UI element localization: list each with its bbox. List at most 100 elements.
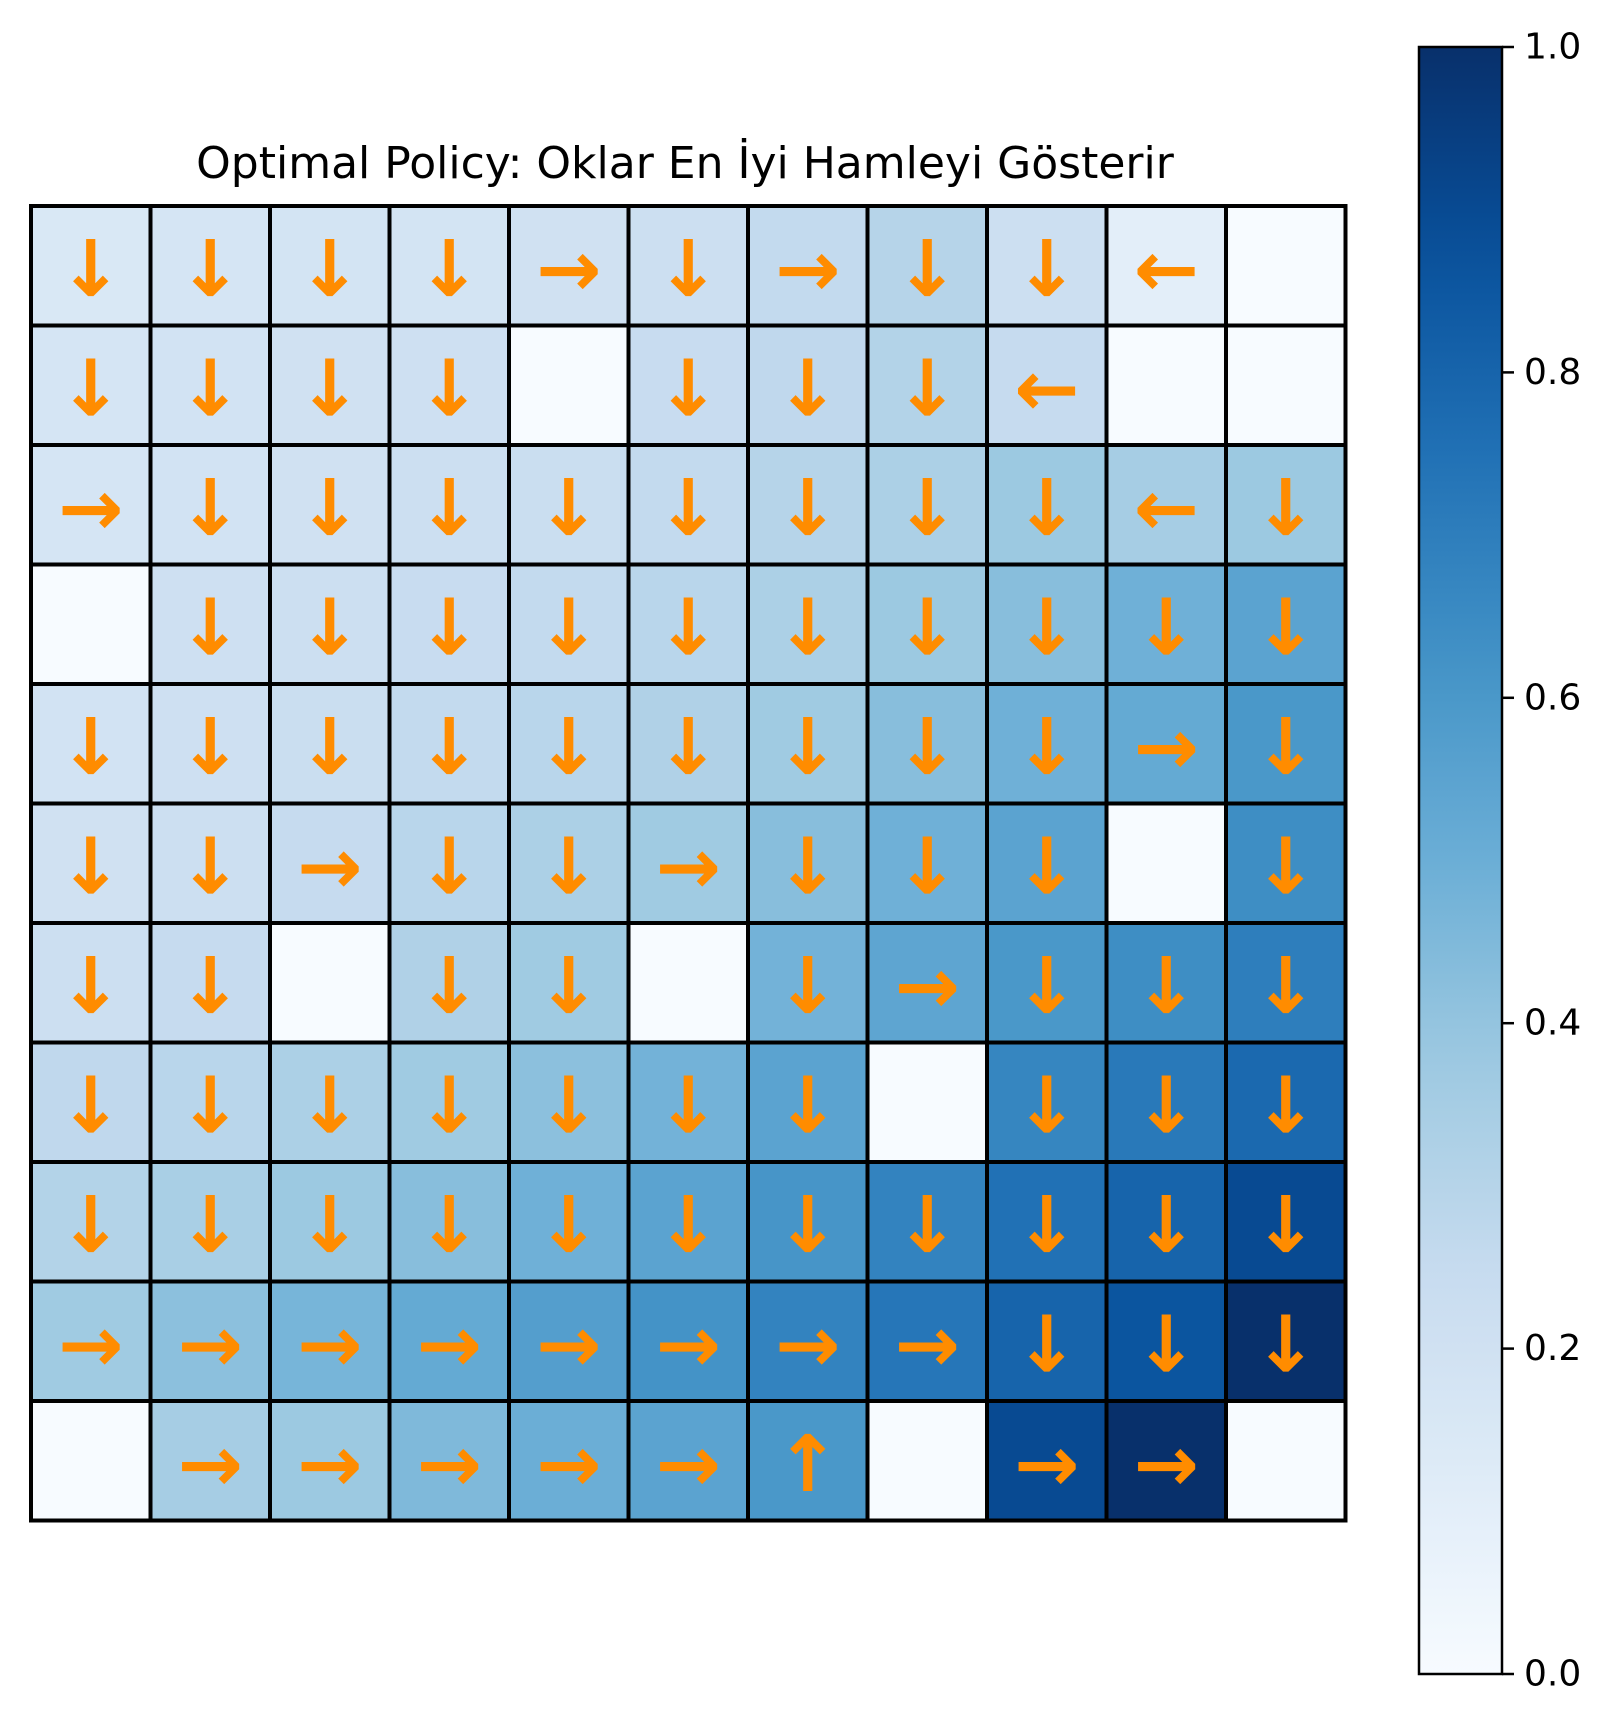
policy-arrow: → [58, 1300, 123, 1390]
policy-arrow: ↓ [417, 225, 482, 315]
policy-arrow: → [297, 822, 362, 912]
policy-arrow: → [1014, 1420, 1079, 1510]
heatmap-cell [985, 562, 1109, 686]
heatmap-cell [148, 1040, 272, 1164]
colorbar-tick-label: 0.6 [1524, 677, 1581, 718]
heatmap-cell [507, 1399, 631, 1523]
policy-arrow: ← [1014, 344, 1079, 434]
heatmap-cell [148, 921, 272, 1045]
heatmap-cell [29, 921, 153, 1045]
policy-arrow: ↓ [656, 1181, 721, 1271]
heatmap-cell [148, 1399, 272, 1523]
heatmap-cell [29, 204, 153, 328]
heatmap-cell [29, 682, 153, 806]
policy-arrow: ↓ [58, 344, 123, 434]
policy-arrow: → [297, 1300, 362, 1390]
heatmap-cell [1104, 682, 1228, 806]
policy-arrow: ↓ [656, 583, 721, 673]
colorbar-tick-label: 0.4 [1524, 1003, 1581, 1044]
heatmap-cell [1224, 1399, 1348, 1523]
heatmap-cell [1104, 801, 1228, 925]
policy-arrow: ↓ [775, 344, 840, 434]
colorbar: 0.0 0.2 0.4 0.6 0.8 1.0 [1417, 27, 1581, 1695]
policy-arrow: ↓ [417, 703, 482, 793]
policy-arrow: → [536, 225, 601, 315]
heatmap-cell [626, 323, 750, 447]
heatmap-cell [985, 682, 1109, 806]
policy-arrow: ↓ [178, 225, 243, 315]
policy-arrow: ↓ [58, 1061, 123, 1151]
policy-arrow: → [775, 225, 840, 315]
heatmap-cell [1224, 323, 1348, 447]
heatmap-cell [865, 323, 989, 447]
heatmap-cell [1224, 801, 1348, 925]
policy-arrow: ↓ [1134, 1181, 1199, 1271]
heatmap-cell [865, 1160, 989, 1284]
policy-arrow: ↓ [536, 703, 601, 793]
heatmap-cell [268, 1279, 392, 1403]
policy-arrow: ↓ [775, 1181, 840, 1271]
policy-arrow: ↓ [1014, 1181, 1079, 1271]
colorbar-gradient [1417, 45, 1504, 1676]
policy-arrow: → [417, 1420, 482, 1510]
policy-arrows: ↓ ↓ ↓ ↓ → ↓ → ↓ ↓ ← ↓ ↓ ↓ ↓ ↓ ↓ ↓ ← → ↓ ↓ ↓ ↓ ↓ ↓ ↓ ↓ ← ↓ ↓ ↓ ↓ ↓ ↓ ↓ ↓ ↓ ↓ ↓ ↓… [58, 225, 1318, 1510]
policy-arrow: ↓ [297, 1181, 362, 1271]
policy-arrow: ↓ [895, 583, 960, 673]
policy-arrow: ↓ [297, 225, 362, 315]
policy-arrow: ↓ [1253, 822, 1318, 912]
policy-arrow: ↓ [536, 942, 601, 1032]
policy-arrow: ↓ [297, 583, 362, 673]
heatmap-cell [1104, 1399, 1228, 1523]
heatmap-cell [29, 1399, 153, 1523]
policy-arrow: → [895, 1300, 960, 1390]
policy-arrow: ↓ [775, 1061, 840, 1151]
policy-arrow: ↓ [297, 464, 362, 554]
heatmap-cell [507, 682, 631, 806]
policy-arrow: ↓ [417, 464, 482, 554]
heatmap-cell [746, 443, 870, 567]
heatmap-cell [29, 1040, 153, 1164]
policy-arrow: → [1134, 1420, 1199, 1510]
heatmap-cell [29, 1160, 153, 1284]
colorbar-tick-label: 0.2 [1524, 1328, 1581, 1369]
heatmap-cell [1104, 1040, 1228, 1164]
policy-arrow: ↓ [895, 822, 960, 912]
policy-arrow: ↓ [1134, 1061, 1199, 1151]
policy-arrow: ↓ [417, 344, 482, 434]
policy-arrow: → [656, 1420, 721, 1510]
policy-arrow: ↓ [1134, 583, 1199, 673]
heatmap-cell [1224, 443, 1348, 567]
heatmap-cell [746, 921, 870, 1045]
policy-arrow: ↓ [1014, 942, 1079, 1032]
policy-arrow: ↓ [656, 225, 721, 315]
heatmap-cell [1224, 1279, 1348, 1403]
policy-arrow: ↓ [895, 703, 960, 793]
policy-arrow: ↓ [417, 1181, 482, 1271]
heatmap-cell [985, 323, 1109, 447]
heatmap-cell [985, 1279, 1109, 1403]
policy-arrow: ↓ [297, 344, 362, 434]
heatmap-cell [626, 204, 750, 328]
policy-arrow: ← [1134, 225, 1199, 315]
policy-arrow: ↓ [895, 225, 960, 315]
policy-arrow: ↓ [775, 583, 840, 673]
heatmap-cell [387, 1040, 511, 1164]
colorbar-tick-label: 1.0 [1524, 27, 1581, 68]
policy-arrow: ↓ [178, 942, 243, 1032]
heatmap-cell [268, 562, 392, 686]
heatmap-cell [29, 323, 153, 447]
policy-arrow: ↓ [417, 942, 482, 1032]
policy-arrow: ↓ [178, 1061, 243, 1151]
heatmap-cell [1104, 1160, 1228, 1284]
policy-arrow: ↓ [1253, 464, 1318, 554]
policy-arrow: → [1134, 703, 1199, 793]
policy-arrow: ↓ [1134, 1300, 1199, 1390]
heatmap-cell [29, 443, 153, 567]
policy-arrow: ↓ [656, 703, 721, 793]
policy-arrow: → [536, 1300, 601, 1390]
policy-arrow: ↓ [656, 344, 721, 434]
policy-arrow: ↓ [58, 822, 123, 912]
policy-arrow: ↓ [1014, 1300, 1079, 1390]
